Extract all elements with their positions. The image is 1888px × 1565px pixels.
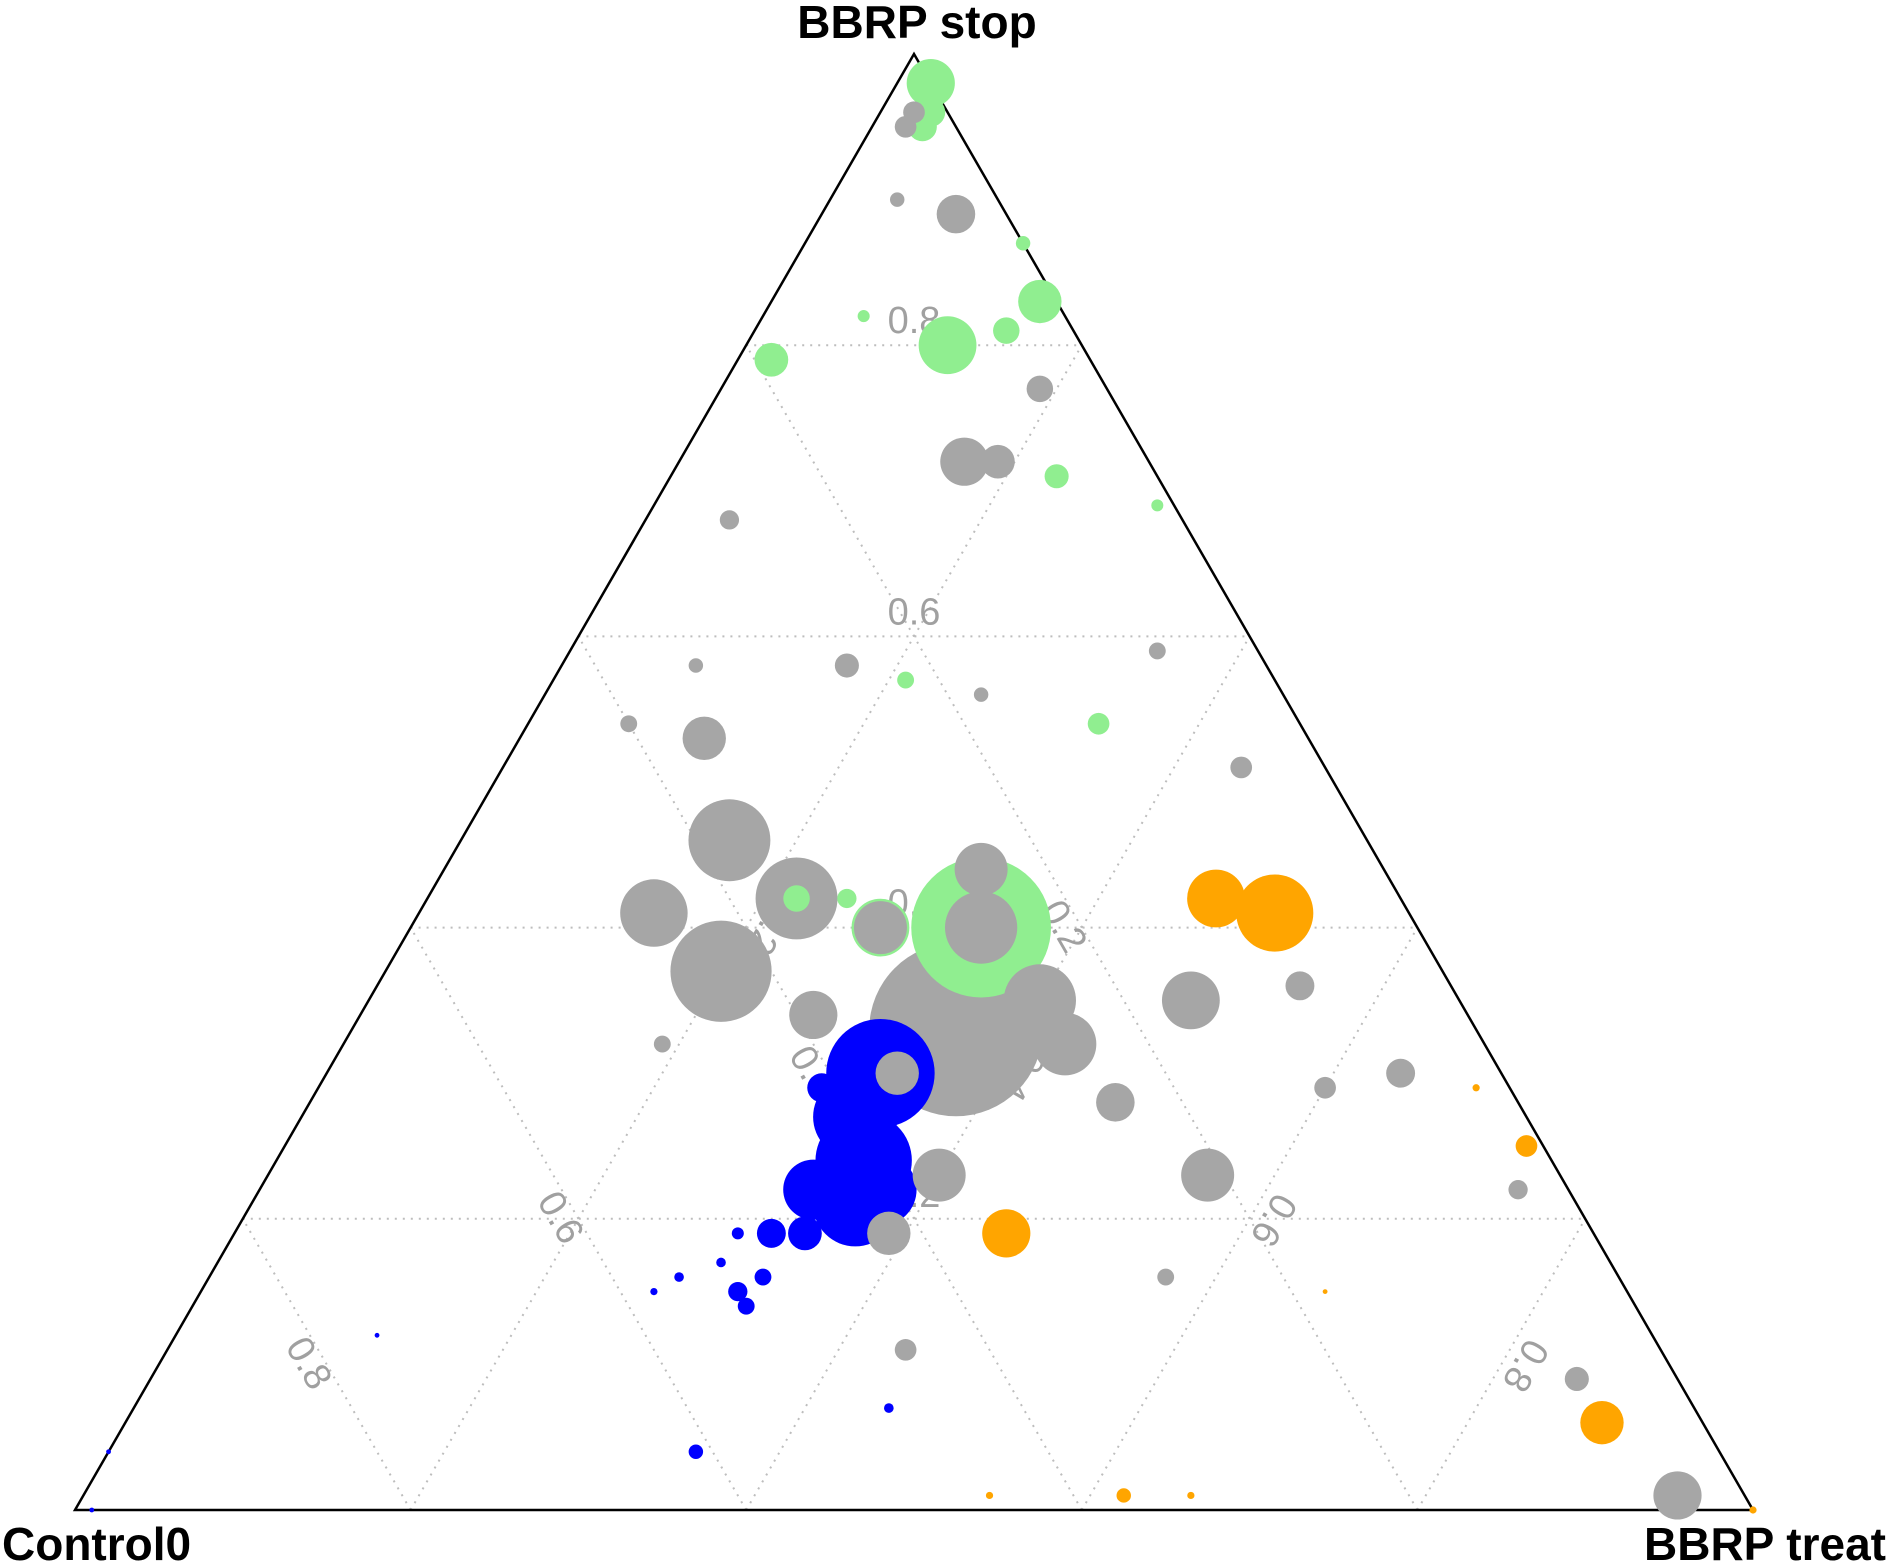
- data-point: [719, 510, 740, 530]
- data-point: [1187, 869, 1245, 928]
- data-point: [731, 1227, 744, 1240]
- frame: [72, 51, 1756, 1512]
- data-point: [754, 342, 789, 377]
- data-point: [1157, 1268, 1175, 1286]
- data-point: [1580, 1400, 1624, 1445]
- tick-labels: 0.20.40.60.80.20.40.60.80.20.40.60.8: [277, 300, 1556, 1399]
- data-point: [940, 437, 989, 486]
- control-tick-label: 0.6: [529, 1184, 592, 1251]
- data-point: [1015, 236, 1031, 251]
- data-point: [1508, 1180, 1528, 1200]
- data-point: [993, 317, 1020, 344]
- data-point: [1749, 1506, 1757, 1514]
- data-point: [783, 1159, 844, 1220]
- triangle-frame: [72, 51, 1756, 1512]
- data-point: [853, 901, 907, 955]
- control-tick-label: 0.8: [277, 1330, 340, 1397]
- data-point: [716, 1257, 726, 1268]
- data-point: [1096, 1083, 1135, 1122]
- data-point: [620, 879, 688, 947]
- data-point: [754, 1268, 772, 1286]
- data-point: [1515, 1135, 1538, 1157]
- data-point: [912, 1148, 966, 1202]
- data-point: [944, 891, 1018, 964]
- data-point: [936, 194, 976, 234]
- data-point: [620, 715, 638, 733]
- data-point: [834, 653, 859, 678]
- grid-line: [1416, 1218, 1587, 1511]
- data-point: [807, 1073, 837, 1103]
- data-point: [1187, 1491, 1195, 1500]
- data-point: [973, 687, 989, 702]
- data-point: [106, 1449, 111, 1455]
- data-point: [688, 1444, 704, 1459]
- data-point: [837, 888, 857, 909]
- data-point: [1087, 712, 1110, 735]
- data-point: [1322, 1289, 1328, 1295]
- data-point: [894, 1338, 917, 1361]
- data-point: [374, 1332, 380, 1338]
- treat-tick-label: 0.6: [1242, 1186, 1305, 1253]
- data-point: [1116, 1488, 1131, 1503]
- data-point: [1314, 1076, 1336, 1099]
- data-point: [688, 658, 704, 673]
- data-point: [867, 1211, 911, 1256]
- data-point: [857, 310, 870, 323]
- left-axis-label: Control0: [2, 1518, 191, 1565]
- data-point: [1044, 464, 1069, 489]
- data-point: [1285, 971, 1315, 1001]
- data-point: [889, 192, 905, 207]
- data-point: [728, 1281, 748, 1302]
- data-point: [89, 1507, 95, 1513]
- data-point: [981, 444, 1015, 479]
- grid-line: [745, 344, 1419, 1511]
- data-point: [1148, 642, 1166, 660]
- data-point: [682, 716, 726, 761]
- right-axis-label: BBRP treat: [1644, 1518, 1886, 1565]
- grid-line: [241, 1218, 412, 1511]
- stop-tick-label: 0.6: [888, 591, 941, 633]
- data-point: [789, 990, 838, 1040]
- data-point: [903, 101, 925, 124]
- points: [89, 59, 1757, 1520]
- data-point: [897, 671, 915, 689]
- data-point: [674, 1272, 684, 1282]
- data-point: [1161, 971, 1220, 1030]
- data-point: [650, 1287, 658, 1296]
- data-point: [844, 1153, 917, 1226]
- data-point: [985, 1491, 994, 1500]
- data-point: [1230, 756, 1253, 779]
- data-point: [884, 1403, 894, 1413]
- data-point: [1018, 279, 1062, 324]
- top-axis-label: BBRP stop: [797, 0, 1036, 48]
- data-point: [783, 885, 810, 912]
- data-point: [918, 316, 977, 375]
- data-point: [1181, 1148, 1235, 1202]
- data-point: [688, 799, 771, 882]
- data-point: [737, 1297, 755, 1315]
- data-point: [954, 842, 1008, 896]
- data-point: [1236, 874, 1314, 952]
- grid-line: [409, 927, 748, 1511]
- data-point: [875, 1051, 919, 1095]
- data-point: [756, 1218, 786, 1248]
- data-point: [1026, 375, 1054, 403]
- data-point: [1472, 1084, 1480, 1092]
- data-point: [916, 97, 946, 127]
- data-point: [1151, 499, 1164, 512]
- data-point: [1386, 1058, 1416, 1088]
- data-point: [813, 1074, 898, 1160]
- data-point: [670, 920, 772, 1022]
- data-point: [982, 1209, 1031, 1258]
- data-point: [1653, 1471, 1702, 1520]
- treat-tick-label: 0.8: [1494, 1332, 1557, 1399]
- data-point: [788, 1216, 822, 1251]
- data-point: [1564, 1366, 1589, 1392]
- data-point: [653, 1035, 671, 1053]
- data-point: [906, 59, 955, 108]
- data-point: [1033, 1012, 1097, 1076]
